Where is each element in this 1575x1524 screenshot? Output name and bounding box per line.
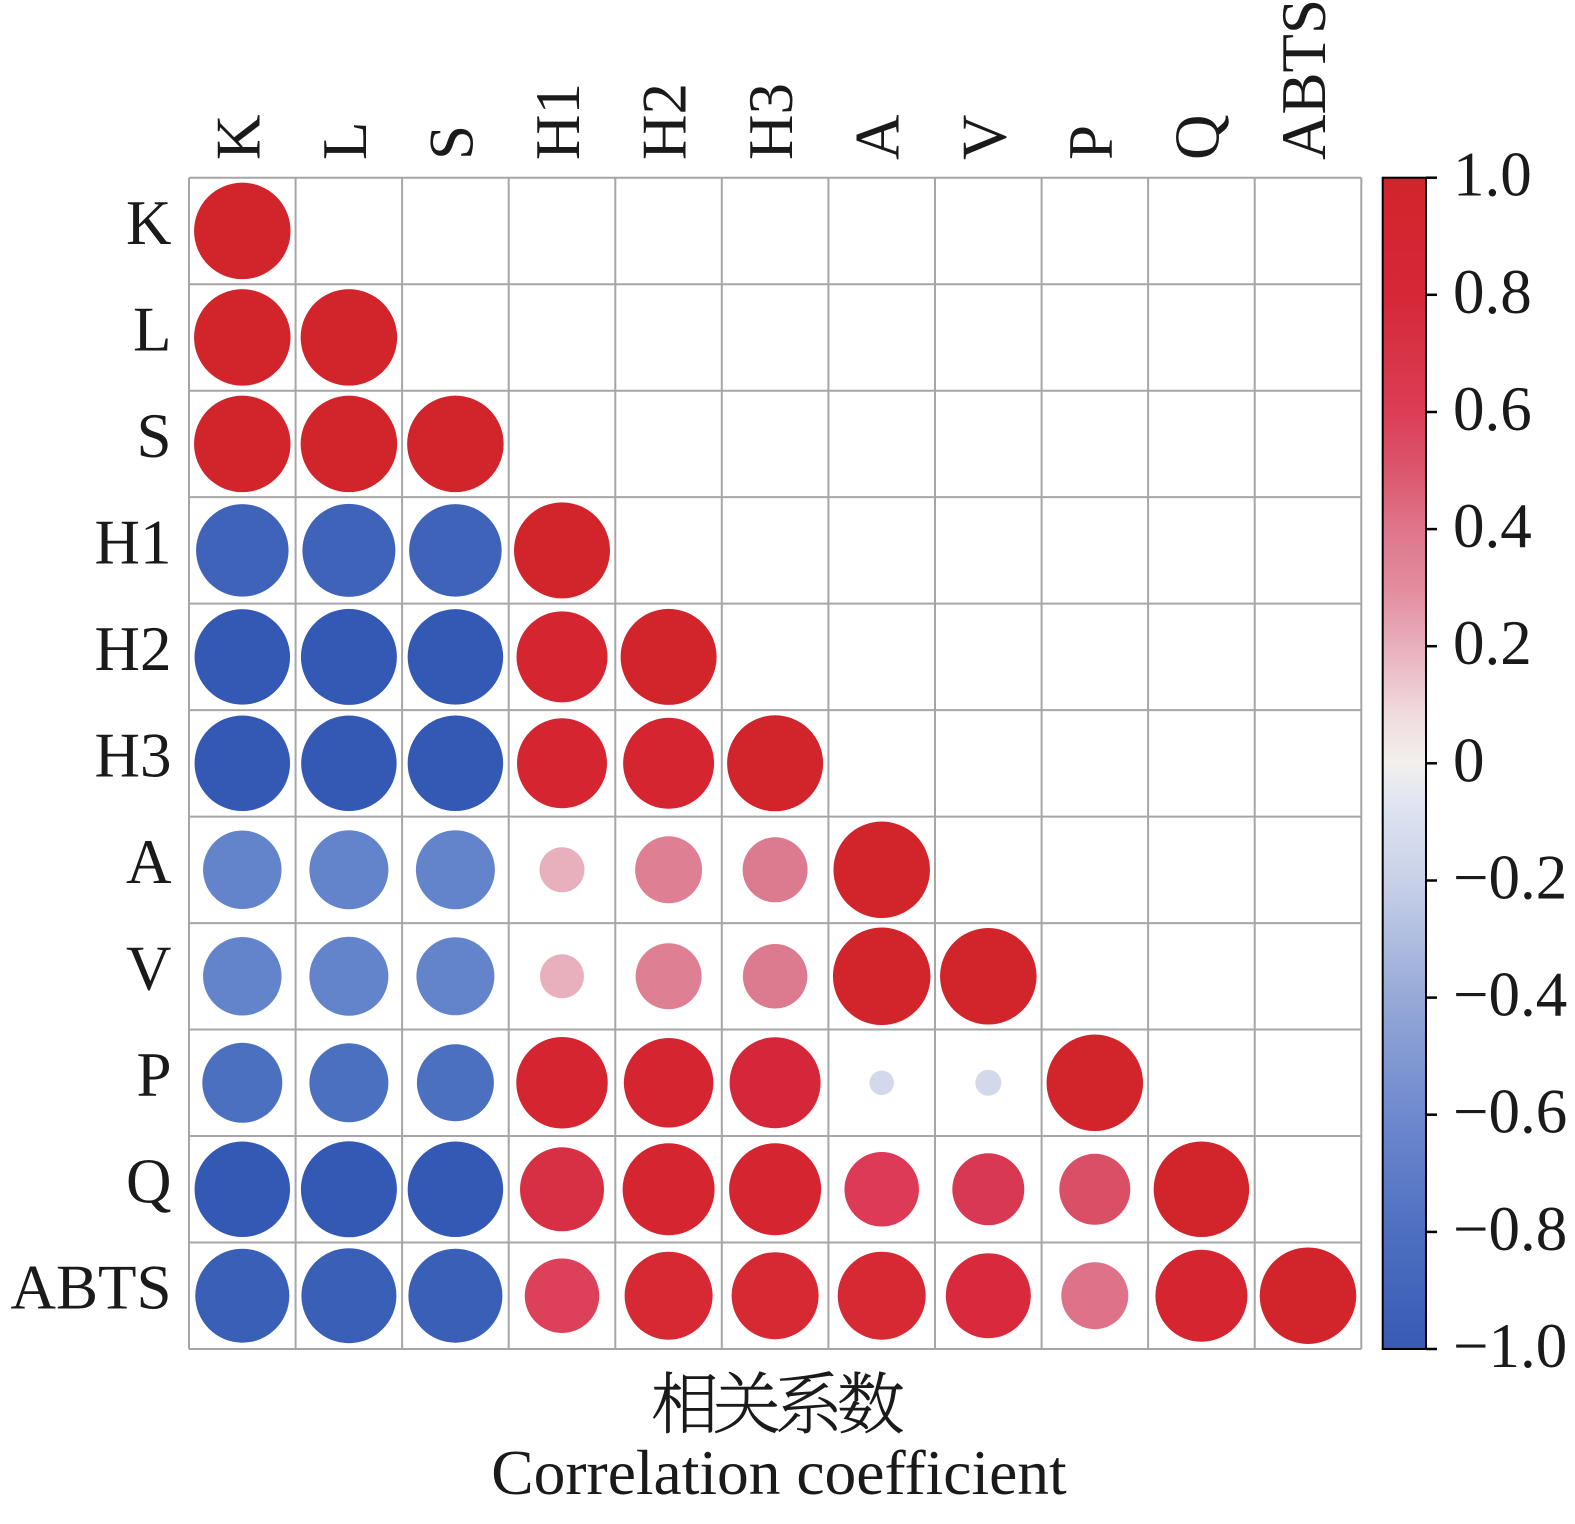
svg-text:0.2: 0.2 bbox=[1453, 608, 1532, 678]
svg-text:S: S bbox=[136, 401, 171, 471]
svg-text:H1: H1 bbox=[95, 507, 172, 577]
svg-text:−0.6: −0.6 bbox=[1453, 1077, 1567, 1147]
svg-text:L: L bbox=[133, 294, 171, 364]
svg-text:−0.4: −0.4 bbox=[1453, 960, 1567, 1030]
svg-text:Q: Q bbox=[126, 1146, 172, 1216]
svg-text:ABTS: ABTS bbox=[1269, 0, 1339, 160]
svg-text:A: A bbox=[126, 827, 172, 897]
svg-text:H2: H2 bbox=[95, 614, 172, 684]
svg-text:V: V bbox=[126, 933, 172, 1003]
svg-text:V: V bbox=[949, 114, 1019, 160]
svg-text:A: A bbox=[843, 114, 913, 160]
svg-text:S: S bbox=[416, 125, 486, 160]
svg-text:−1.0: −1.0 bbox=[1453, 1311, 1567, 1381]
svg-text:−0.2: −0.2 bbox=[1453, 843, 1567, 913]
svg-text:−0.8: −0.8 bbox=[1453, 1194, 1567, 1264]
svg-text:0.6: 0.6 bbox=[1453, 374, 1532, 444]
svg-text:P: P bbox=[136, 1040, 171, 1110]
svg-text:Q: Q bbox=[1162, 115, 1232, 161]
svg-text:P: P bbox=[1056, 125, 1126, 160]
svg-text:L: L bbox=[310, 122, 380, 160]
svg-text:0.4: 0.4 bbox=[1453, 491, 1532, 561]
svg-text:H3: H3 bbox=[95, 720, 172, 790]
svg-text:ABTS: ABTS bbox=[10, 1253, 171, 1323]
svg-text:0: 0 bbox=[1453, 725, 1485, 795]
svg-text:H2: H2 bbox=[630, 83, 700, 160]
svg-text:H3: H3 bbox=[736, 83, 806, 160]
svg-text:1.0: 1.0 bbox=[1453, 140, 1532, 210]
svg-text:K: K bbox=[203, 115, 273, 161]
svg-text:0.8: 0.8 bbox=[1453, 257, 1532, 327]
svg-text:K: K bbox=[126, 188, 172, 258]
svg-text:H1: H1 bbox=[523, 83, 593, 160]
svg-text:Correlation coefficient: Correlation coefficient bbox=[491, 1437, 1067, 1508]
